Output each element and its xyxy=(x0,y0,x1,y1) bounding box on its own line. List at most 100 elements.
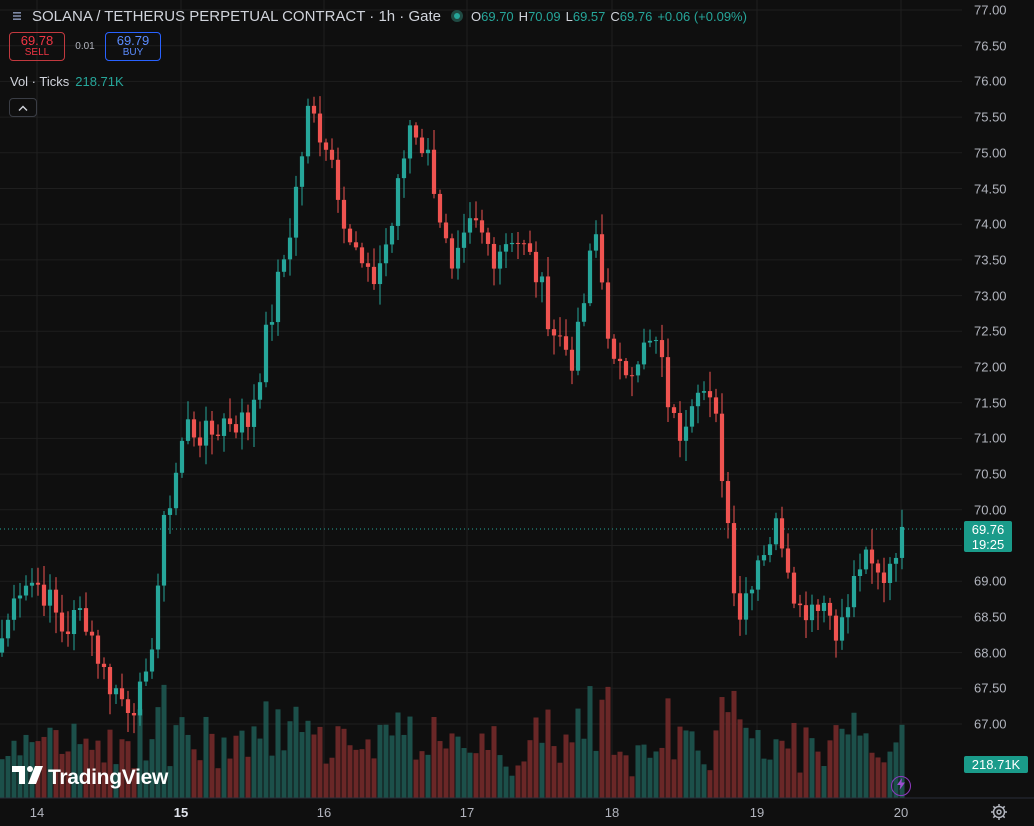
volume-bar xyxy=(695,750,701,798)
volume-bar xyxy=(0,759,5,798)
candle-body xyxy=(695,392,701,407)
volume-bar xyxy=(461,748,467,798)
volume-bar xyxy=(833,725,839,798)
candle-body xyxy=(401,158,407,179)
candle-body xyxy=(623,361,629,376)
candle-body xyxy=(467,218,473,233)
candle-body xyxy=(113,688,119,695)
volume-bar xyxy=(311,734,317,798)
time-axis[interactable]: 14 15 16 17 18 19 20 xyxy=(0,798,962,826)
volume-tag: 218.71K xyxy=(964,756,1028,773)
volume-bar xyxy=(275,709,281,798)
volume-legend-value: 218.71K xyxy=(75,74,124,89)
volume-bar xyxy=(815,751,821,798)
volume-bar xyxy=(611,754,617,798)
volume-bar xyxy=(317,726,323,798)
candlestick-series[interactable] xyxy=(0,96,905,734)
price-axis-label: 75.50 xyxy=(974,109,1007,125)
candle-body xyxy=(887,563,893,583)
candle-body xyxy=(719,413,725,482)
candle-body xyxy=(203,420,209,446)
candle-body xyxy=(0,638,5,653)
volume-bar xyxy=(467,752,473,798)
volume-bar xyxy=(527,740,533,798)
candle-body xyxy=(77,608,83,611)
symbol-legend: SOLANA / TETHERUS PERPETUAL CONTRACT · 1… xyxy=(10,6,747,26)
volume-bar xyxy=(401,734,407,798)
candle-body xyxy=(491,243,497,269)
candle-body xyxy=(437,193,443,223)
volume-bar xyxy=(899,724,905,798)
volume-bar xyxy=(653,751,659,798)
candle-body xyxy=(671,407,677,413)
volume-bar xyxy=(743,727,749,798)
volume-bar xyxy=(887,751,893,798)
price-axis-label: 67.50 xyxy=(974,680,1007,696)
volume-bar xyxy=(875,757,881,798)
volume-bar xyxy=(797,772,803,798)
volume-bar xyxy=(257,738,263,798)
price-axis[interactable]: 77.00 76.50 76.00 75.50 75.00 74.50 74.00 73.50… xyxy=(962,0,1034,798)
price-axis-label: 76.50 xyxy=(974,38,1007,54)
volume-bar xyxy=(287,721,293,798)
chart-settings-button[interactable] xyxy=(990,803,1008,821)
candle-body xyxy=(125,699,131,713)
candle-body xyxy=(767,544,773,556)
volume-bar xyxy=(641,744,647,798)
volume-bar xyxy=(47,727,53,798)
volume-bar xyxy=(701,764,707,798)
candle-body xyxy=(143,671,149,682)
candle-body xyxy=(893,557,899,564)
buy-button[interactable]: 69.79 BUY xyxy=(105,32,161,61)
collapse-legend-button[interactable] xyxy=(9,98,37,117)
volume-bar xyxy=(539,742,545,798)
price-axis-label: 70.00 xyxy=(974,502,1007,518)
candle-body xyxy=(185,419,191,441)
candle-body xyxy=(635,364,641,376)
candle-body xyxy=(617,358,623,362)
candle-body xyxy=(5,619,11,639)
volume-bar xyxy=(665,698,671,798)
market-open-dot-icon xyxy=(451,10,463,22)
candle-body xyxy=(641,342,647,365)
symbol-title[interactable]: SOLANA / TETHERUS PERPETUAL CONTRACT · 1… xyxy=(32,7,441,25)
candle-body xyxy=(803,605,809,621)
volume-bar xyxy=(161,684,167,798)
volume-bar xyxy=(155,707,161,798)
volume-bar xyxy=(293,706,299,798)
volume-bar xyxy=(101,762,107,798)
candle-body xyxy=(269,322,275,325)
candle-body xyxy=(653,340,659,342)
hamburger-icon[interactable] xyxy=(10,9,24,23)
volume-bar xyxy=(677,726,683,798)
price-axis-label: 74.50 xyxy=(974,181,1007,196)
candle-body xyxy=(881,572,887,583)
candle-body xyxy=(761,555,767,561)
volume-bar xyxy=(635,745,641,798)
lightning-button[interactable] xyxy=(891,776,911,796)
candle-body xyxy=(689,406,695,427)
volume-bar xyxy=(449,733,455,798)
candle-body xyxy=(785,548,791,573)
volume-bar xyxy=(881,762,887,798)
price-axis-label: 71.50 xyxy=(974,395,1007,411)
volume-bar xyxy=(767,759,773,798)
candle-body xyxy=(317,113,323,143)
volume-bar xyxy=(761,758,767,798)
candle-body xyxy=(221,418,227,436)
tradingview-logo-icon xyxy=(12,764,44,791)
volume-bar xyxy=(77,744,83,798)
volume-bar xyxy=(65,751,71,798)
price-axis-label: 70.50 xyxy=(974,466,1007,482)
candle-body xyxy=(755,560,761,590)
candle-body xyxy=(677,412,683,441)
volume-legend-label[interactable]: Vol · Ticks xyxy=(10,74,70,89)
volume-bar xyxy=(455,736,461,798)
tradingview-logo[interactable]: TradingView xyxy=(12,764,168,791)
candle-body xyxy=(557,335,563,337)
volume-bar xyxy=(629,776,635,798)
candle-body xyxy=(815,604,821,611)
candle-body xyxy=(701,391,707,393)
sell-button[interactable]: 69.78 SELL xyxy=(9,32,65,61)
